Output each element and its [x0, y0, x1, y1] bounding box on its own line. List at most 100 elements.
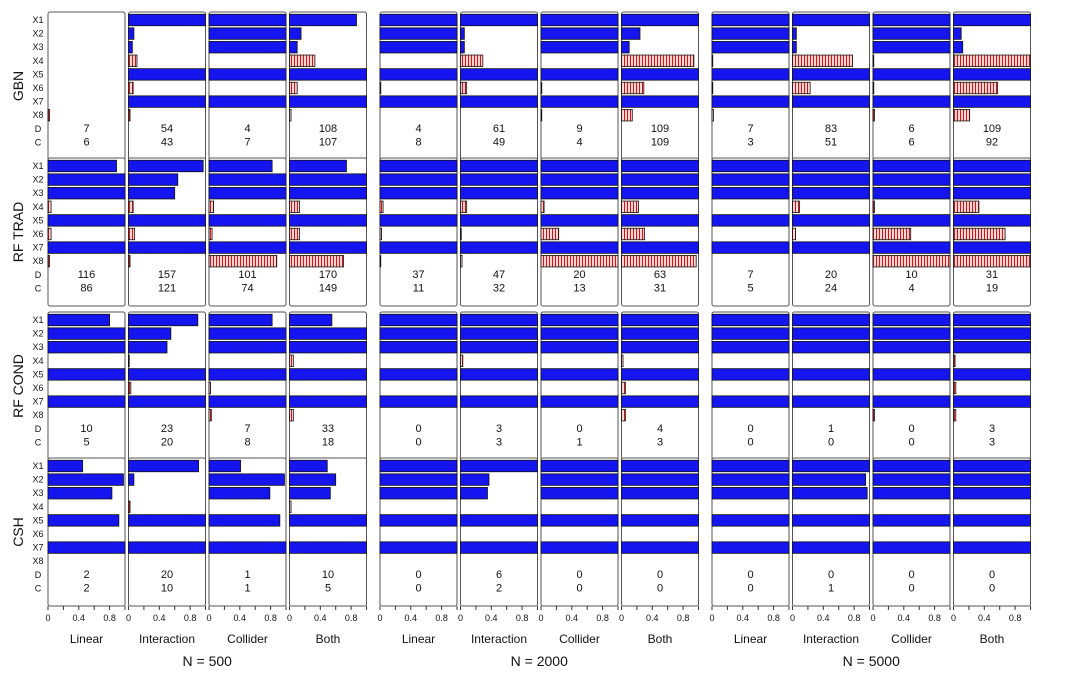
row-label-x7: X7 — [32, 243, 43, 253]
bar-x3 — [289, 41, 298, 54]
bar-x1 — [792, 459, 870, 473]
bar-x8 — [621, 409, 626, 422]
bar-x3 — [711, 341, 790, 354]
bar-x7 — [289, 541, 367, 554]
panel-rf-trad-n2-both — [953, 157, 1031, 307]
bar-x6 — [540, 81, 543, 95]
bar-x5 — [872, 368, 951, 381]
sample-size-label: N = 500 — [183, 653, 233, 669]
bar-x5 — [128, 214, 206, 227]
bar-x1 — [621, 159, 699, 173]
scenario-label-linear: Linear — [70, 632, 103, 646]
row-label-x4: X4 — [32, 502, 43, 512]
sample-size-label: N = 2000 — [511, 653, 568, 669]
bar-x2 — [621, 27, 641, 40]
x-tick-label: 0 — [538, 613, 543, 623]
bar-x6 — [128, 381, 132, 395]
row-label-d: D — [35, 270, 42, 280]
bar-x5 — [953, 514, 1031, 527]
bar-x5 — [711, 368, 790, 381]
bar-x8 — [47, 109, 50, 122]
bar-x1 — [711, 13, 790, 27]
bar-x3 — [128, 341, 168, 354]
bar-x2 — [47, 473, 124, 486]
bar-x6 — [208, 381, 211, 395]
bar-x3 — [47, 187, 126, 200]
count-d: 7 — [244, 423, 250, 435]
bar-x5 — [289, 514, 367, 527]
x-tick-label: 0 — [951, 613, 956, 623]
bar-x5 — [289, 68, 367, 81]
bar-x4 — [128, 54, 138, 67]
count-c: 13 — [573, 282, 585, 294]
count-d: 7 — [747, 123, 753, 135]
bar-x1 — [792, 313, 870, 327]
bar-x7 — [379, 395, 458, 408]
x-tick-label: 0 — [287, 613, 292, 623]
x-tick-label: 0.4 — [566, 613, 579, 623]
bar-x7 — [208, 241, 287, 254]
bar-x1 — [953, 459, 1031, 473]
bar-x6 — [953, 381, 957, 395]
count-c: 5 — [83, 436, 89, 448]
method-label-csh: CSH — [10, 517, 26, 547]
count-c: 3 — [989, 436, 995, 448]
bar-x5 — [872, 514, 951, 527]
bar-x1 — [379, 13, 458, 27]
bar-x5 — [208, 68, 287, 81]
count-d: 33 — [322, 423, 334, 435]
bar-x7 — [540, 395, 619, 408]
row-label-c: C — [35, 583, 42, 593]
bar-x2 — [953, 327, 1031, 340]
bar-x5 — [47, 368, 126, 381]
bar-x3 — [540, 487, 619, 500]
bar-x1 — [379, 459, 458, 473]
bar-x1 — [208, 459, 241, 473]
bar-x2 — [379, 173, 458, 186]
bar-x7 — [540, 241, 619, 254]
bar-x2 — [621, 327, 699, 340]
count-d: 6 — [496, 569, 502, 581]
panel-rf-cond-n1-both — [621, 311, 699, 461]
row-label-x6: X6 — [32, 383, 43, 393]
bar-x4 — [792, 200, 800, 213]
bar-x7 — [289, 95, 367, 108]
row-label-x8: X8 — [32, 110, 43, 120]
x-tick-label: 0.8 — [677, 613, 690, 623]
bar-x5 — [792, 368, 870, 381]
count-d: 47 — [493, 269, 505, 281]
bar-x3 — [289, 341, 367, 354]
panel-rf-trad-n0-both — [289, 157, 367, 307]
bar-x6 — [621, 381, 626, 395]
count-d: 37 — [412, 269, 424, 281]
x-tick-label: 0.8 — [767, 613, 780, 623]
count-c: 8 — [415, 136, 421, 148]
bar-x5 — [621, 68, 699, 81]
bar-x5 — [540, 514, 619, 527]
bar-x7 — [379, 241, 458, 254]
bar-x3 — [289, 487, 331, 500]
bar-x8 — [289, 409, 294, 422]
count-d: 0 — [747, 569, 753, 581]
count-d: 0 — [576, 569, 582, 581]
count-c: 2 — [496, 582, 502, 594]
bar-x1 — [289, 313, 333, 327]
count-c: 4 — [908, 282, 914, 294]
bar-x5 — [711, 514, 790, 527]
bar-x8 — [540, 255, 619, 268]
row-label-x6: X6 — [32, 83, 43, 93]
panel-csh-n0-collider — [208, 457, 287, 607]
bar-x2 — [621, 173, 699, 186]
count-d: 101 — [238, 269, 256, 281]
bar-x4 — [460, 200, 468, 213]
panel-gbn-n2-linear — [711, 11, 790, 161]
row-label-x7: X7 — [32, 97, 43, 107]
row-label-x4: X4 — [32, 202, 43, 212]
bar-x5 — [47, 214, 126, 227]
count-c: 1 — [576, 436, 582, 448]
x-tick-label: 0 — [45, 613, 50, 623]
bar-x7 — [128, 395, 206, 408]
panel-csh-n1-both — [621, 457, 699, 607]
scenario-label-interaction: Interaction — [471, 632, 527, 646]
bar-x3 — [128, 41, 133, 54]
